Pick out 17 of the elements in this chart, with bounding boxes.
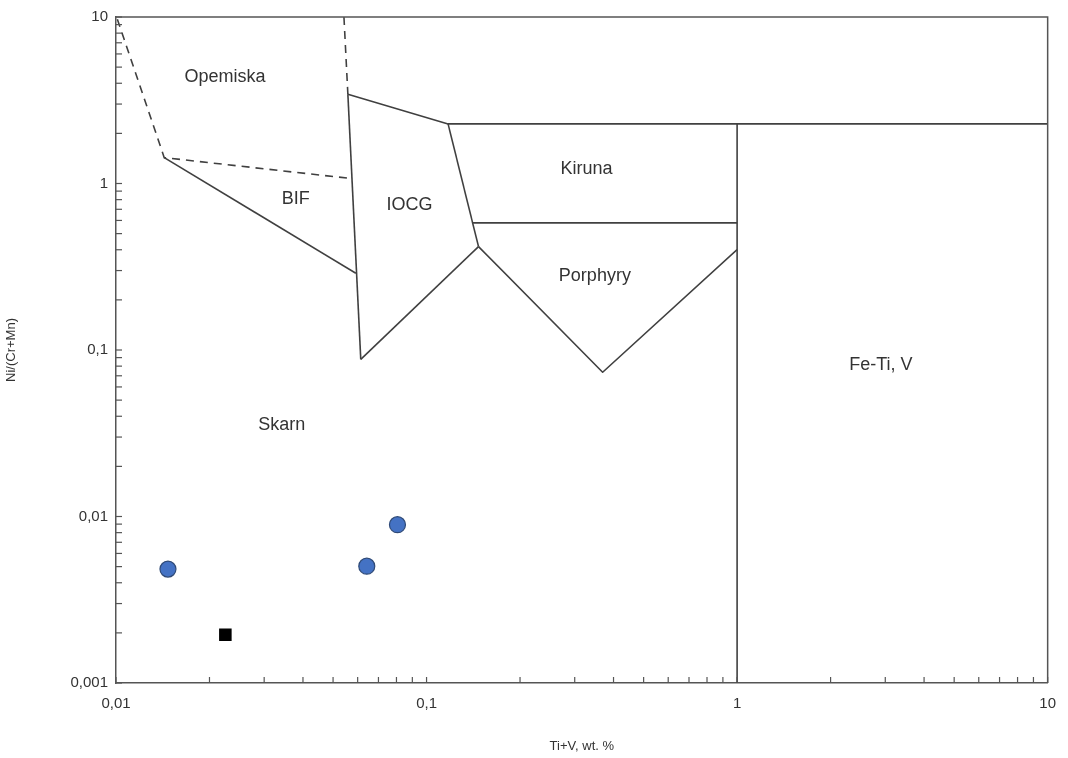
annotation: Skarn	[258, 413, 306, 434]
y-tick-label: 0,001	[70, 673, 108, 691]
annotation: BIF	[281, 188, 310, 209]
annotation: Opemiska	[184, 65, 267, 86]
annotation: Porphyry	[558, 265, 631, 286]
annotation: Fe-Ti, V	[849, 354, 913, 375]
y-tick-label: 0,01	[78, 506, 108, 524]
x-tick-label: 0,1	[416, 694, 437, 712]
y-tick-label: 1	[99, 173, 108, 191]
x-tick-label: 10	[1039, 694, 1056, 712]
y-tick-label: 0,1	[87, 340, 108, 358]
annotation: Kiruna	[560, 157, 614, 178]
y-tick-label: 10	[91, 7, 108, 25]
x-axis-title: Ti+V, wt. %	[549, 737, 615, 753]
annotation: IOCG	[386, 194, 433, 215]
y-axis-title: Ni/(Cr+Mn)	[3, 318, 19, 382]
x-tick-label: 1	[732, 694, 742, 712]
